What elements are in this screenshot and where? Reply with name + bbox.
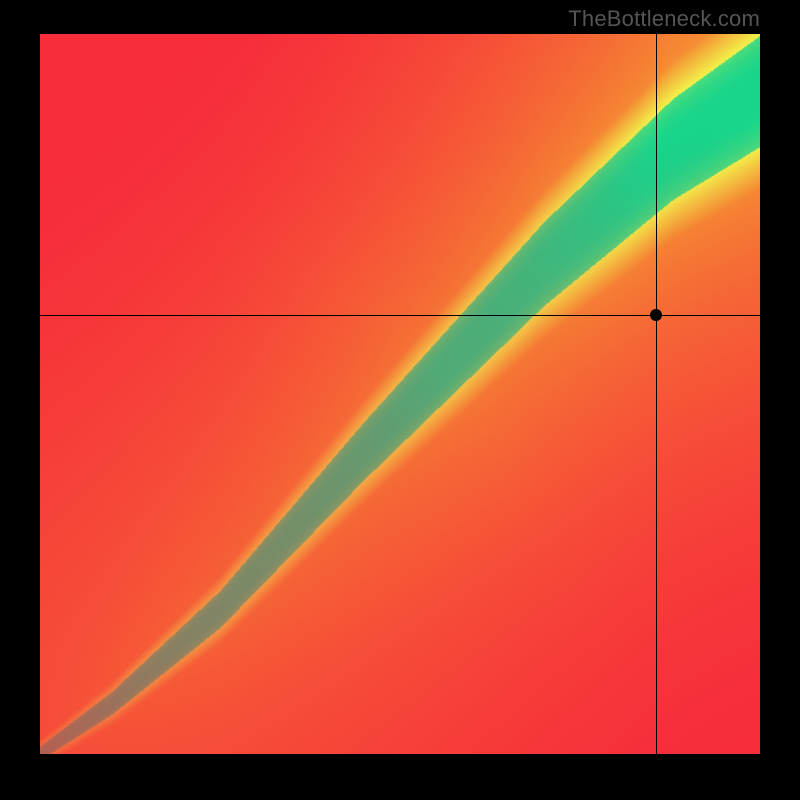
heatmap-canvas (40, 34, 760, 754)
watermark-label: TheBottleneck.com (568, 6, 760, 32)
heatmap-plot (40, 34, 760, 754)
figure-frame: TheBottleneck.com (0, 0, 800, 800)
